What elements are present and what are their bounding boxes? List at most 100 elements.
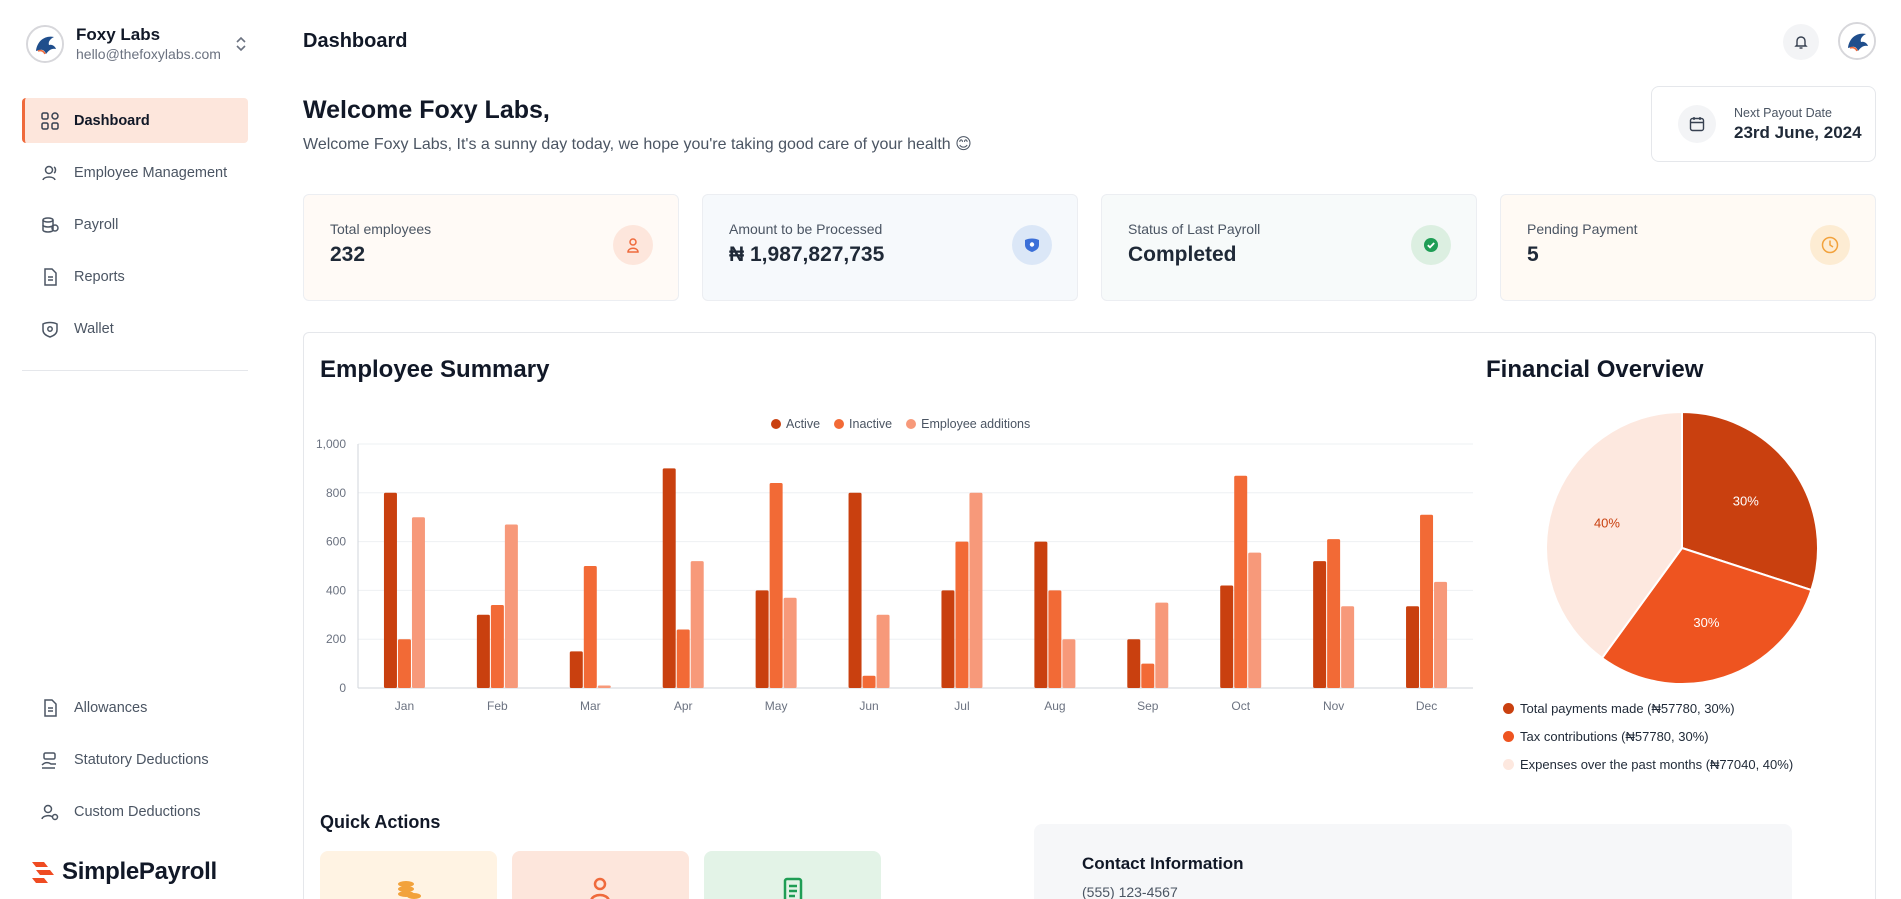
org-switcher[interactable]: Foxy Labs hello@thefoxylabs.com	[26, 22, 248, 66]
pie-slice[interactable]	[1681, 410, 1819, 592]
bar-employee-additions[interactable]	[1434, 581, 1448, 688]
financial-overview-pie-chart: 30% 30% 40%	[1545, 410, 1819, 685]
bar-active[interactable]	[662, 468, 676, 688]
bar-inactive[interactable]	[1234, 475, 1248, 688]
pie-slice[interactable]	[1545, 410, 1683, 660]
stat-value: 232	[330, 243, 366, 266]
stat-icon-wrap	[1411, 225, 1451, 265]
x-tick-label: May	[765, 699, 788, 713]
nav-item-allowances[interactable]: Allowances	[22, 685, 248, 730]
nav-item-statutory-deductions[interactable]: Statutory Deductions	[22, 737, 248, 782]
bar-employee-additions[interactable]	[783, 597, 797, 688]
nav-item-reports[interactable]: Reports	[22, 254, 248, 299]
bar-employee-additions[interactable]	[504, 524, 518, 688]
bar-active[interactable]	[1313, 561, 1327, 688]
stat-card-total-employees: Total employees 232	[303, 194, 679, 301]
user-icon	[589, 877, 610, 899]
org-name: Foxy Labs	[76, 25, 161, 44]
nav-item-employee-management[interactable]: Employee Management	[22, 150, 248, 195]
check-icon	[1424, 238, 1438, 252]
nav-item-custom-deductions[interactable]: Custom Deductions	[22, 789, 248, 834]
bar-inactive[interactable]	[1420, 514, 1434, 688]
bar-employee-additions[interactable]	[1248, 552, 1262, 688]
employee-summary-bar-chart: 0 200 400 600 800 1,000 Jan Feb Mar Apr May Jun Jul A…	[316, 437, 1473, 713]
bar-inactive[interactable]	[1141, 663, 1155, 688]
bar-active[interactable]	[476, 614, 490, 688]
bar-employee-additions[interactable]	[969, 492, 983, 688]
bar-inactive[interactable]	[769, 483, 783, 688]
bar-employee-additions[interactable]	[876, 614, 890, 688]
bar-active[interactable]	[1127, 639, 1141, 688]
y-tick-label: 600	[326, 535, 346, 549]
x-tick-label: Jun	[859, 699, 878, 713]
quick-action-payroll[interactable]	[320, 851, 497, 899]
pie-slice-label: 30%	[1693, 615, 1719, 630]
bar-inactive[interactable]	[955, 541, 969, 688]
chevron-up-down-icon[interactable]	[234, 34, 248, 54]
org-avatar	[26, 25, 64, 63]
coins-icon	[397, 881, 421, 899]
bar-active[interactable]	[755, 590, 769, 688]
bar-employee-additions[interactable]	[1341, 606, 1355, 688]
nav-item-label: Dashboard	[74, 112, 150, 129]
nav-item-dashboard[interactable]: Dashboard	[22, 98, 248, 143]
bar-active[interactable]	[569, 651, 583, 688]
bar-inactive[interactable]	[583, 566, 597, 688]
stat-label: Total employees	[330, 221, 432, 237]
x-tick-label: Jul	[954, 699, 969, 713]
sidebar: Foxy Labs hello@thefoxylabs.com Dashboar…	[0, 0, 270, 899]
bar-active[interactable]	[848, 492, 862, 688]
x-tick-label: Dec	[1416, 699, 1437, 713]
bar-inactive[interactable]	[397, 639, 411, 688]
x-tick-label: Sep	[1137, 699, 1159, 713]
pie-slice-label: 30%	[1733, 494, 1759, 509]
quick-actions-title: Quick Actions	[320, 812, 441, 832]
bar-inactive[interactable]	[1327, 539, 1341, 688]
contact-phone[interactable]: (555) 123-4567	[1082, 884, 1178, 899]
next-payout-card: Next Payout Date 23rd June, 2024	[1651, 86, 1876, 162]
bar-inactive[interactable]	[1048, 590, 1062, 688]
legend-item-employee-additions[interactable]: Employee additions	[906, 417, 1030, 431]
dolphin-logo-icon	[1840, 24, 1874, 58]
nav-item-label: Statutory Deductions	[74, 751, 209, 768]
payout-value: 23rd June, 2024	[1734, 122, 1862, 142]
bar-active[interactable]	[383, 492, 397, 688]
bar-employee-additions[interactable]	[411, 517, 425, 688]
bar-inactive[interactable]	[862, 675, 876, 688]
stat-card-amount-processed: Amount to be Processed ₦ 1,987,827,735	[702, 194, 1078, 301]
bar-employee-additions[interactable]	[1155, 602, 1169, 688]
bar-active[interactable]	[1034, 541, 1048, 688]
bar-active[interactable]	[1406, 606, 1420, 688]
stat-label: Status of Last Payroll	[1128, 221, 1261, 237]
quick-action-report[interactable]	[704, 851, 881, 899]
brand-logo: SimplePayroll	[30, 857, 217, 887]
pie-slice[interactable]	[1600, 546, 1813, 685]
bar-active[interactable]	[1220, 585, 1234, 688]
calendar-icon	[1689, 117, 1705, 132]
bar-employee-additions[interactable]	[1062, 639, 1076, 688]
bar-inactive[interactable]	[490, 605, 504, 688]
quick-action-employee[interactable]	[512, 851, 689, 899]
bar-employee-additions[interactable]	[597, 685, 611, 688]
nav-item-wallet[interactable]: Wallet	[22, 306, 248, 351]
legend-item-active[interactable]: Active	[771, 417, 820, 431]
x-tick-label: Apr	[674, 699, 693, 713]
coins-icon	[42, 216, 59, 233]
pie-legend-label: Expenses over the past months (₦77040, 4…	[1520, 756, 1794, 772]
legend-item-inactive[interactable]: Inactive	[834, 417, 892, 431]
welcome-subtitle: Welcome Foxy Labs, It's a sunny day toda…	[303, 136, 972, 153]
nav-item-payroll[interactable]: Payroll	[22, 202, 248, 247]
financial-overview-title: Financial Overview	[1486, 356, 1704, 383]
notifications-button[interactable]	[1783, 24, 1819, 60]
nav-item-label: Allowances	[74, 699, 148, 716]
sidebar-divider	[22, 370, 248, 371]
bar-inactive[interactable]	[676, 629, 690, 688]
stat-icon-wrap	[613, 225, 653, 265]
page-title: Dashboard	[303, 30, 408, 52]
bar-active[interactable]	[941, 590, 955, 688]
bar-employee-additions[interactable]	[690, 561, 704, 688]
x-tick-label: Jan	[395, 699, 414, 713]
user-avatar[interactable]	[1838, 22, 1876, 60]
y-tick-label: 400	[326, 583, 346, 597]
pie-legend-label: Total payments made (₦57780, 30%)	[1520, 700, 1735, 716]
